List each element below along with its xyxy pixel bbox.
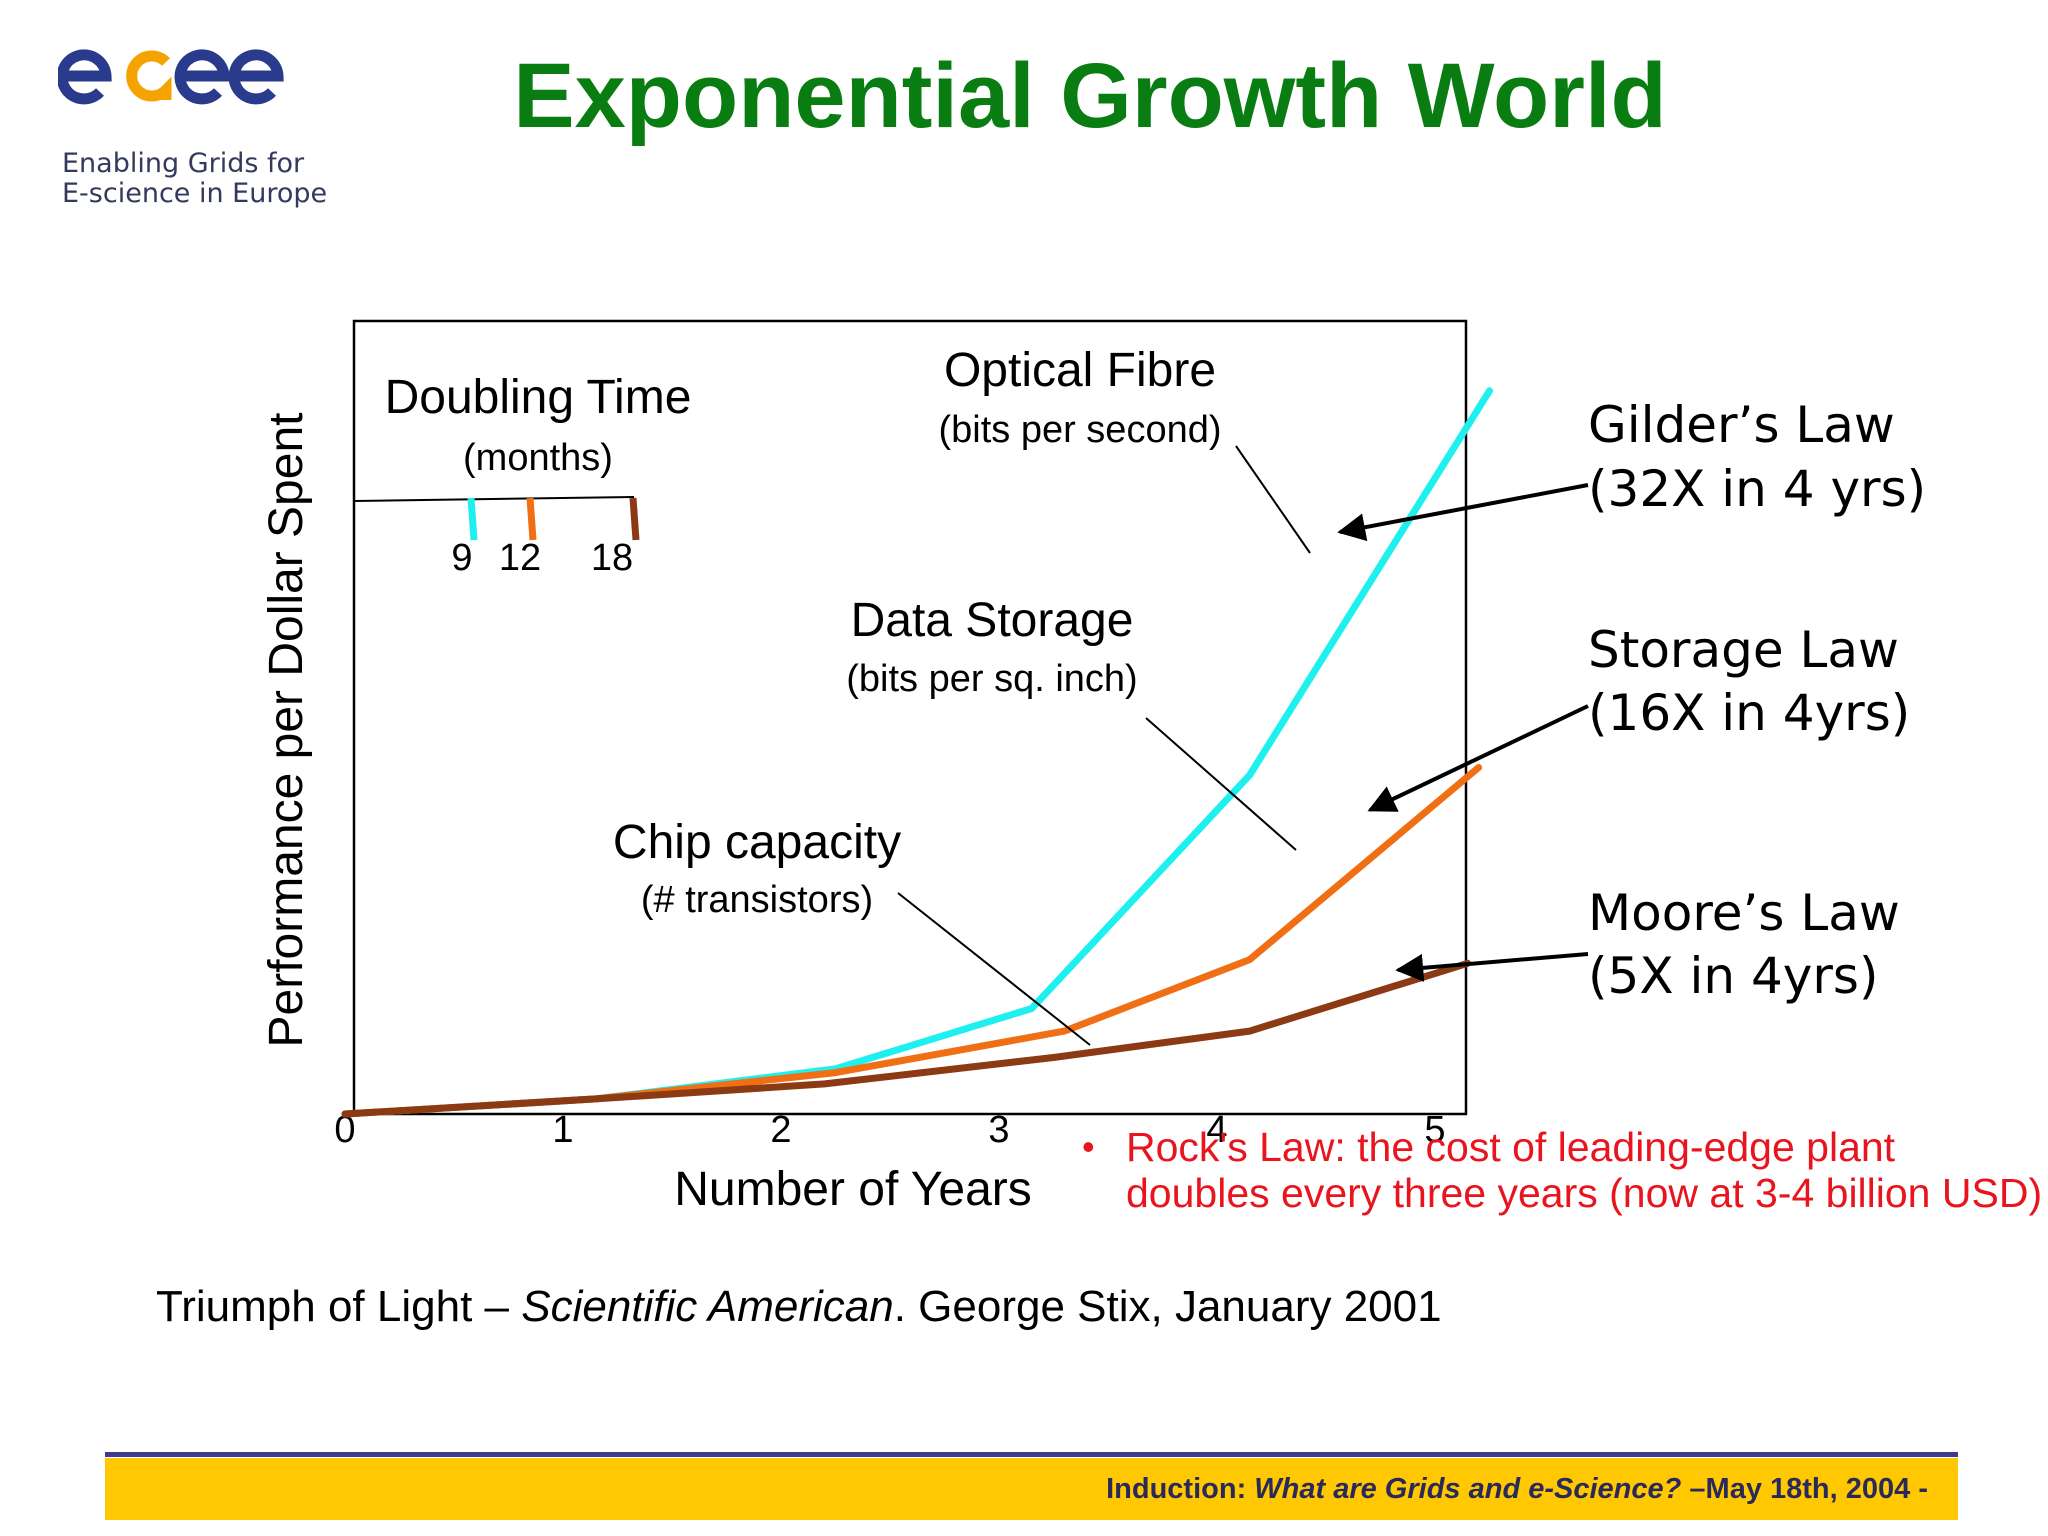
- citation-post: . George Stix, January 2001: [893, 1282, 1442, 1331]
- y-axis-label: Performance per Dollar Spent: [260, 413, 313, 1048]
- logo-letter-e2: [174, 49, 230, 105]
- footer-bar: Induction: What are Grids and e-Science?…: [105, 1458, 1958, 1520]
- doubling-mark-label: 12: [499, 537, 541, 579]
- series-unit-chip-capacity: (# transistors): [641, 879, 873, 921]
- plot-frame: [352, 319, 1468, 1116]
- series-unit-data-storage: (bits per sq. inch): [846, 658, 1137, 700]
- doubling-mark-9: [467, 497, 478, 541]
- citation: Triumph of Light – Scientific American. …: [156, 1282, 1442, 1332]
- series-label-chip-capacity: Chip capacity: [613, 816, 901, 869]
- logo-letter-e3: [228, 49, 284, 105]
- moores-law-detail: (5X in 4yrs): [1588, 947, 1878, 1005]
- x-tick-label: 3: [988, 1109, 1009, 1151]
- storage-law-name: Storage Law: [1588, 621, 1899, 679]
- leader-line-data-storage: [1145, 717, 1297, 851]
- series-label-data-storage: Data Storage: [851, 594, 1134, 647]
- logo-tagline-1: Enabling Grids for: [62, 148, 305, 179]
- footer-text: Induction: What are Grids and e-Science?…: [1106, 1473, 1928, 1506]
- storage-law-detail: (16X in 4yrs): [1588, 684, 1910, 742]
- x-tick-label: 2: [770, 1109, 791, 1151]
- leader-line-chip-capacity: [897, 892, 1091, 1046]
- doubling-mark-12: [526, 497, 537, 541]
- x-tick-label: 0: [334, 1109, 355, 1151]
- series-line-data-storage: [341, 764, 1483, 1118]
- doubling-mark-label: 9: [451, 537, 472, 579]
- x-tick-label: 5: [1424, 1109, 1445, 1151]
- doubling-mark-18: [629, 497, 640, 541]
- doubling-time-unit: (months): [463, 437, 613, 479]
- citation-journal: Scientific American: [521, 1282, 894, 1331]
- x-axis-label: Number of Years: [674, 1163, 1032, 1216]
- x-tick-label: 1: [552, 1109, 573, 1151]
- leader-line-optical-fibre: [1235, 445, 1311, 554]
- footer-topic: What are Grids and e-Science?: [1254, 1473, 1682, 1505]
- storage-law-arrow: [1367, 704, 1589, 812]
- logo-letter-g: [126, 50, 172, 102]
- footer-post: –May 18th, 2004 -: [1681, 1473, 1928, 1505]
- footer-pre: Induction:: [1106, 1473, 1255, 1505]
- series-line-chip-capacity: [341, 959, 1472, 1118]
- footer-divider: [105, 1452, 1958, 1457]
- gilders-law-name: Gilder’s Law: [1588, 396, 1895, 454]
- citation-pre: Triumph of Light –: [156, 1282, 522, 1331]
- moores-law-name: Moore’s Law: [1588, 884, 1900, 942]
- series-unit-optical-fibre: (bits per second): [938, 409, 1221, 451]
- logo-letter-e1: [58, 49, 112, 105]
- moores-law-arrow: [1395, 952, 1589, 982]
- slide-title: Exponential Growth World: [513, 45, 1667, 147]
- doubling-mark-label: 18: [591, 537, 633, 579]
- rocks-law-text: Rock's Law: the cost of leading-edge pla…: [1126, 1124, 2043, 1216]
- doubling-time-title: Doubling Time: [385, 371, 692, 424]
- doubling-time-baseline: [353, 496, 635, 502]
- bullet-dot: •: [1082, 1126, 1095, 1167]
- gilders-law-detail: (32X in 4 yrs): [1588, 460, 1926, 518]
- egee-logo-mark: [58, 49, 284, 105]
- series-label-optical-fibre: Optical Fibre: [944, 344, 1216, 397]
- logo-tagline-2: E-science in Europe: [62, 178, 328, 209]
- gilders-law-arrow: [1337, 483, 1589, 542]
- x-tick-label: 4: [1206, 1109, 1227, 1151]
